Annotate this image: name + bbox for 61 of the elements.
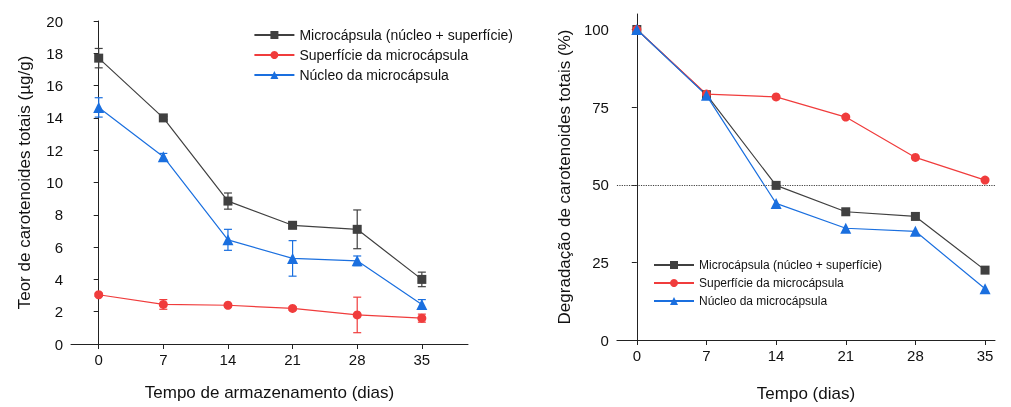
y-tick-label: 2 <box>54 303 63 321</box>
point <box>158 113 168 123</box>
legend-label: Superfície da microcápsula <box>299 47 469 63</box>
point <box>980 175 990 185</box>
y-tick-label: 20 <box>46 12 63 30</box>
point <box>910 152 920 162</box>
x-tick-label: 21 <box>837 347 855 364</box>
y-tick-label: 75 <box>592 98 609 116</box>
y-axis-title: Degradação de carotenoides totais (%) <box>555 29 574 325</box>
x-tick-label: 14 <box>767 347 785 364</box>
point <box>771 180 781 190</box>
x-tick-label: 35 <box>413 351 431 368</box>
y-tick-label: 25 <box>592 253 609 271</box>
point <box>223 196 233 206</box>
point <box>841 112 851 122</box>
point <box>841 207 851 217</box>
legend-label: Microcápsula (núcleo + superfície) <box>299 27 514 43</box>
point <box>352 224 362 234</box>
y-tick-label: 4 <box>54 270 63 288</box>
point <box>222 234 234 246</box>
x-tick-label: 28 <box>348 351 366 368</box>
point <box>417 274 427 284</box>
y-tick-label: 16 <box>46 77 63 95</box>
point <box>840 222 852 234</box>
y-tick-label: 8 <box>54 206 63 224</box>
y-tick-label: 100 <box>583 21 609 39</box>
x-tick-label: 21 <box>284 351 301 368</box>
x-tick-label: 7 <box>159 351 168 368</box>
y-tick-label: 6 <box>54 238 63 256</box>
point <box>93 101 105 113</box>
point <box>771 92 781 102</box>
x-axis-title: Tempo de armazenamento (dias) <box>144 383 395 402</box>
point <box>910 211 920 221</box>
point <box>94 53 104 63</box>
x-tick-label: 14 <box>219 351 237 368</box>
y-axis-title: Teor de carotenoides totais (µg/g) <box>15 55 34 310</box>
point <box>352 310 362 320</box>
point <box>909 225 921 237</box>
point <box>979 283 991 295</box>
point <box>770 197 782 209</box>
legend-label: Superfície da microcápsula <box>699 276 845 290</box>
legend-label: Núcleo da microcápsula <box>699 294 828 308</box>
y-tick-label: 0 <box>54 335 63 353</box>
x-tick-label: 35 <box>976 347 994 364</box>
point <box>288 303 298 313</box>
legend-label: Núcleo da microcápsula <box>299 67 450 83</box>
point <box>288 220 298 230</box>
x-axis-title: Tempo (dias) <box>756 384 856 403</box>
point <box>980 265 990 275</box>
y-tick-label: 50 <box>592 176 609 194</box>
y-tick-label: 0 <box>600 331 609 349</box>
point <box>94 290 104 300</box>
x-tick-label: 0 <box>632 347 641 364</box>
x-tick-label: 0 <box>94 351 103 368</box>
y-tick-label: 14 <box>46 109 63 127</box>
y-tick-label: 10 <box>46 174 63 191</box>
x-tick-label: 7 <box>702 347 711 364</box>
y-tick-label: 18 <box>46 44 63 62</box>
y-tick-label: 12 <box>46 141 63 159</box>
legend-label: Microcápsula (núcleo + superfície) <box>699 258 883 272</box>
x-tick-label: 28 <box>907 347 924 364</box>
